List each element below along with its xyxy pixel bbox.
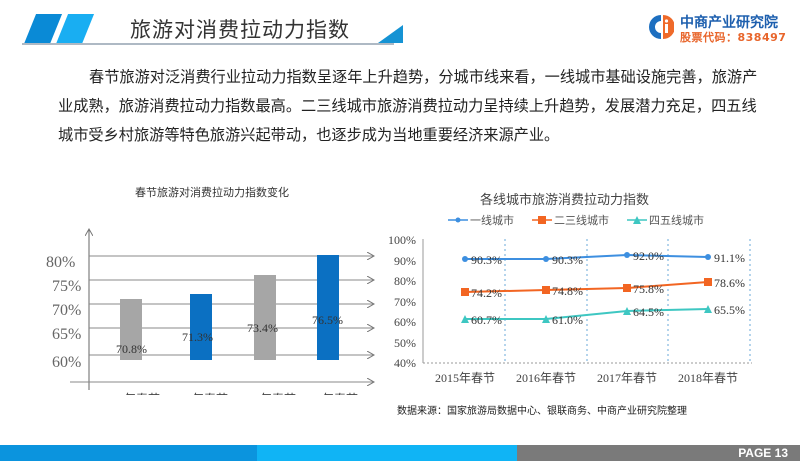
svg-text:100%: 100% — [388, 233, 416, 247]
svg-text:70%: 70% — [52, 302, 81, 319]
svg-text:76.5%: 76.5% — [312, 313, 343, 327]
svg-text:80%: 80% — [46, 254, 75, 271]
svg-text:90%: 90% — [394, 254, 416, 268]
y-tick-labels: 100% 90% 80% 70% 60% 50% 40% — [388, 233, 416, 370]
legend-tier45: 四五线城市 — [627, 212, 704, 228]
svg-text:50%: 50% — [394, 336, 416, 350]
svg-text:73.4%: 73.4% — [247, 321, 278, 335]
svg-text:90.3%: 90.3% — [471, 253, 502, 267]
svg-text:61.0%: 61.0% — [552, 313, 583, 327]
bar-2015 — [120, 299, 142, 360]
slide-header: 旅游对消费拉动力指数 中商产业研究院 股票代码：838497 — [0, 0, 800, 60]
svg-text:60%: 60% — [52, 354, 81, 371]
bar-value-labels: 70.8% 71.3% 73.4% 76.5% — [116, 313, 343, 356]
series-tier45 — [465, 308, 709, 320]
header-stripe-dark — [23, 14, 63, 44]
footer-bar-dark — [0, 445, 257, 461]
svg-text:75.8%: 75.8% — [633, 282, 664, 296]
legend-tier23: 二三线城市 — [532, 212, 609, 228]
series-tier23 — [464, 281, 709, 293]
logo-mark-icon — [649, 15, 674, 39]
bar-chart-title: 春节旅游对消费拉动力指数变化 — [135, 186, 289, 199]
footer-bar-gray: PAGE 13 — [517, 445, 800, 461]
bar-2016 — [190, 294, 212, 360]
svg-text:2016年春节: 2016年春节 — [168, 392, 228, 395]
svg-text:2018年春节: 2018年春节 — [298, 392, 358, 395]
company-logo: 中商产业研究院 股票代码：838497 — [648, 12, 788, 44]
svg-text:74.8%: 74.8% — [552, 284, 583, 298]
summary-paragraph: 春节旅游对泛消费行业拉动力指数呈逐年上升趋势，分城市线来看，一线城市基础设施完善… — [58, 68, 758, 144]
bar-2018 — [317, 255, 339, 360]
legend-circle-icon — [448, 217, 468, 223]
svg-text:2015年春节: 2015年春节 — [435, 371, 495, 385]
svg-text:2017年春节: 2017年春节 — [597, 371, 657, 385]
svg-text:78.6%: 78.6% — [714, 276, 745, 290]
bar-chart: 80% 75% 70% 65% 60% 70.8% 71.3% 73.4% 76… — [46, 195, 380, 395]
title-triangle-accent — [378, 25, 403, 43]
line-chart-title: 各线城市旅游消费拉动力指数 — [480, 193, 650, 208]
page-number: PAGE 13 — [738, 446, 788, 460]
svg-text:90.3%: 90.3% — [552, 253, 583, 267]
svg-text:91.1%: 91.1% — [714, 251, 745, 265]
legend-triangle-icon — [627, 216, 647, 224]
line-chart-legend: 一线城市 二三线城市 四五线城市 — [448, 212, 704, 228]
point-labels: 90.3% 90.3% 92.0% 91.1% 74.2% 74.8% 75.8… — [471, 249, 745, 327]
svg-text:40%: 40% — [394, 356, 416, 370]
series-tier1 — [465, 253, 709, 260]
data-source-note: 数据来源：国家旅游局数据中心、银联商务、中商产业研究院整理 — [397, 406, 687, 417]
page-title: 旅游对消费拉动力指数 — [130, 18, 350, 42]
svg-text:70%: 70% — [394, 295, 416, 309]
svg-text:2016年春节: 2016年春节 — [516, 371, 576, 385]
svg-text:70.8%: 70.8% — [116, 342, 147, 356]
slide-footer: PAGE 13 — [0, 445, 800, 461]
footer-bar-light — [257, 445, 517, 461]
y-tick-labels: 80% 75% 70% 65% 60% — [46, 254, 81, 371]
legend-square-icon — [532, 216, 552, 224]
line-chart: 100% 90% 80% 70% 60% 50% 40% 90.3% 90.3%… — [388, 233, 752, 385]
bar-2017 — [254, 275, 276, 360]
svg-text:2018年春节: 2018年春节 — [678, 371, 738, 385]
header-stripe-light — [55, 14, 95, 44]
svg-text:60.7%: 60.7% — [471, 313, 502, 327]
svg-text:80%: 80% — [394, 274, 416, 288]
svg-text:60%: 60% — [394, 315, 416, 329]
svg-text:2017年春节: 2017年春节 — [236, 392, 296, 395]
title-underline — [22, 43, 394, 45]
svg-text:2015年春节: 2015年春节 — [100, 392, 160, 395]
svg-text:65.5%: 65.5% — [714, 303, 745, 317]
legend-tier1: 一线城市 — [448, 212, 514, 228]
logo-name: 中商产业研究院 — [680, 15, 778, 31]
svg-text:92.0%: 92.0% — [633, 249, 664, 263]
logo-stock-code: 股票代码：838497 — [680, 31, 787, 44]
svg-text:75%: 75% — [52, 278, 81, 295]
svg-text:74.2%: 74.2% — [471, 286, 502, 300]
svg-text:64.5%: 64.5% — [633, 305, 664, 319]
svg-text:71.3%: 71.3% — [182, 330, 213, 344]
x-tick-labels: 2015年春节 2016年春节 2017年春节 2018年春节 — [100, 392, 358, 395]
svg-text:65%: 65% — [52, 326, 81, 343]
x-tick-labels: 2015年春节 2016年春节 2017年春节 2018年春节 — [435, 371, 738, 385]
